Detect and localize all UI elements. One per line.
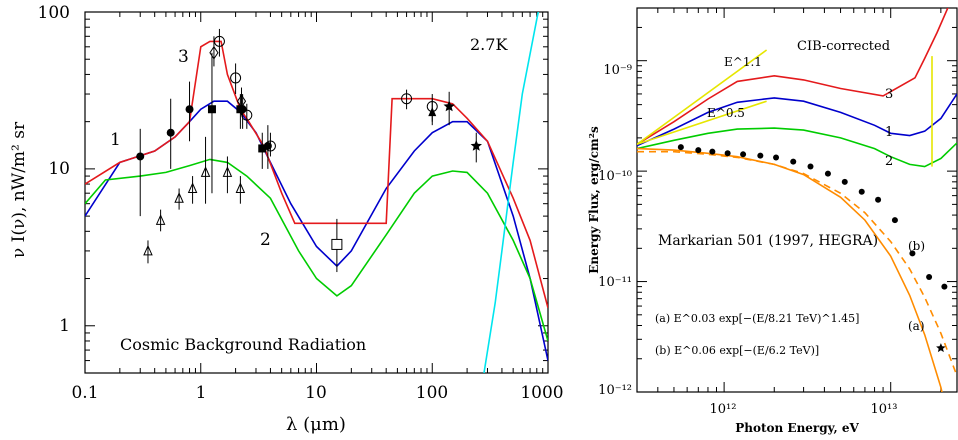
marker-filled-circle: [909, 250, 916, 257]
marker-filled-circle: [926, 273, 933, 280]
left-y-tick-labels: 1 10 100: [38, 3, 70, 336]
series-line-1: [637, 93, 957, 147]
right-y-axis-label: Energy Flux, erg/cm²s: [587, 126, 601, 274]
right-fit-a-formula: (a) E^0.03 exp[−(E/8.21 TeV)^1.45]: [655, 312, 859, 325]
series-line-E-0-5: [637, 100, 767, 146]
series-line--b-: [637, 150, 957, 377]
series-line-2: [637, 127, 957, 168]
left-y-axis-label: ν I(ν), nW/m² sr: [9, 121, 29, 258]
marker-filled-circle: [709, 148, 716, 155]
marker-filled-circle: [695, 147, 702, 154]
right-cib-label: CIB-corrected: [797, 39, 890, 54]
right-x-tick-label: 10¹²: [710, 402, 737, 417]
marker-filled-circle: [757, 152, 764, 159]
marker-filled-circle: [677, 144, 684, 151]
marker-open-diamond: [236, 94, 247, 109]
marker-filled-star: [470, 140, 482, 151]
marker-open-triangle: [200, 166, 211, 177]
right-ticks: [636, 8, 957, 393]
marker-filled-circle: [824, 170, 831, 177]
marker-filled-star: [936, 343, 946, 353]
marker-open-triangle: [187, 182, 198, 193]
right-fit-b-formula: (b) E^0.06 exp[−(E/6.2 TeV)]: [655, 344, 819, 357]
marker-open-triangle: [174, 192, 184, 203]
right-tag-b: (b): [908, 239, 925, 253]
marker-open-circle: [264, 140, 276, 152]
left-panel: 0.1 1 10 100 1000 1 10 100 λ (μm) ν I(ν)…: [9, 3, 564, 435]
left-curve-label-2: 2: [260, 230, 271, 250]
right-x-tick-label: 10¹³: [871, 402, 898, 417]
left-x-tick-label: 1: [196, 383, 207, 403]
marker-open-circle: [401, 93, 413, 105]
marker-filled-circle: [790, 158, 797, 165]
marker-filled-circle: [891, 217, 898, 224]
left-ticks: [84, 11, 549, 374]
marker-open-triangle: [155, 214, 166, 225]
right-source-label: Markarian 501 (1997, HEGRA): [658, 233, 878, 249]
right-y-tick-labels: 10⁻⁹ 10⁻¹⁰ 10⁻¹¹ 10⁻¹²: [598, 63, 632, 398]
left-y-tick-label: 1: [59, 316, 70, 336]
marker-filled-square: [207, 105, 216, 114]
left-caption: Cosmic Background Radiation: [120, 335, 366, 354]
right-curve-label-2: 2: [885, 154, 893, 169]
marker-open-triangle: [222, 166, 233, 177]
series-line--a-: [637, 147, 943, 392]
marker-filled-triangle: [428, 107, 437, 117]
marker-filled-circle: [841, 178, 848, 185]
left-x-tick-label: 0.1: [71, 383, 98, 403]
right-plot-frame: [636, 7, 958, 393]
marker-filled-circle: [807, 163, 814, 170]
marker-open-circle: [230, 72, 242, 84]
marker-filled-circle: [941, 283, 948, 290]
marker-filled-square: [258, 144, 267, 153]
series-line-E-1-1: [637, 49, 768, 145]
left-curve-label-1: 1: [110, 130, 121, 150]
left-x-tick-labels: 0.1 1 10 100 1000: [71, 383, 563, 403]
marker-filled-circle: [875, 196, 882, 203]
left-y-tick-label: 100: [38, 3, 70, 23]
marker-filled-square: [236, 105, 245, 114]
left-temperature-label: 2.7K: [470, 35, 508, 54]
marker-filled-star: [443, 100, 455, 112]
marker-open-triangle: [235, 182, 246, 193]
marker-open-triangle: [143, 244, 153, 256]
right-panel: 10¹² 10¹³ 10⁻⁹ 10⁻¹⁰ 10⁻¹¹ 10⁻¹² Photon …: [587, 7, 958, 435]
marker-open-diamond: [209, 45, 219, 60]
marker-filled-circle: [724, 150, 731, 157]
marker-filled-circle: [858, 188, 865, 195]
marker-open-square: [331, 238, 343, 250]
marker-filled-circle: [773, 154, 780, 161]
series-line-2-7K: [483, 12, 540, 373]
right-curve-label-1: 1: [885, 125, 893, 140]
right-curves: [637, 8, 957, 392]
right-y-tick-label: 10⁻¹¹: [598, 275, 632, 290]
right-y-tick-label: 10⁻⁹: [603, 63, 632, 78]
left-plot-frame: [84, 11, 549, 374]
series-line-3: [637, 8, 949, 145]
left-x-tick-label: 1000: [520, 383, 563, 403]
marker-filled-circle: [136, 152, 145, 161]
left-y-tick-label: 10: [48, 159, 70, 179]
marker-filled-circle: [166, 128, 175, 137]
series-line-1: [85, 100, 548, 361]
left-x-tick-label: 10: [305, 383, 327, 403]
left-curve-label-3: 3: [178, 47, 189, 67]
series-line-2: [85, 158, 548, 342]
left-x-tick-label: 100: [416, 383, 448, 403]
right-markers: [677, 144, 948, 353]
marker-filled-circle: [740, 151, 747, 158]
right-x-axis-label: Photon Energy, eV: [735, 421, 859, 435]
right-tag-a: (a): [908, 319, 925, 333]
right-y-tick-label: 10⁻¹⁰: [598, 169, 632, 184]
right-y-tick-label: 10⁻¹²: [598, 383, 632, 398]
marker-filled-circle: [185, 105, 194, 114]
left-curves: [85, 12, 548, 373]
left-markers: [136, 28, 482, 273]
left-x-axis-label: λ (μm): [286, 414, 346, 435]
right-curve-label-3: 3: [885, 87, 893, 102]
right-x-tick-labels: 10¹² 10¹³: [710, 402, 898, 417]
right-power-label-11: E^1.1: [724, 55, 762, 69]
right-power-label-05: E^0.5: [707, 106, 745, 120]
